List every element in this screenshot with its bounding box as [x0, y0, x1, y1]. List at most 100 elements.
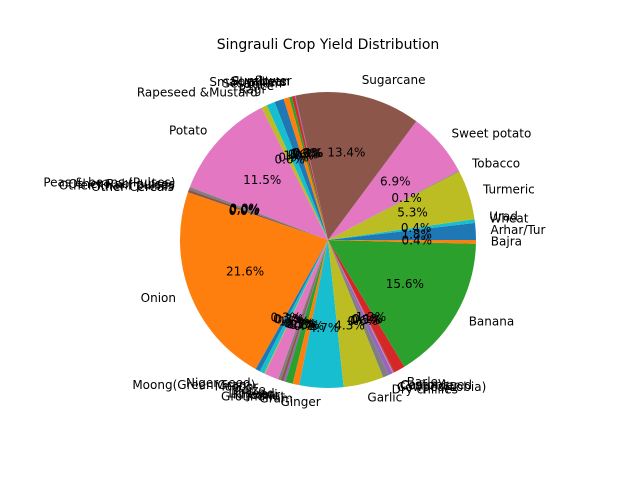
slice-pct-groundnut: 0.8%: [289, 318, 320, 332]
slice-label-other-rabi-pulses: Other Rabi pulses: [68, 177, 175, 191]
slice-label-castor-seed: Castor seed: [401, 378, 472, 392]
pie-slice-rice: [274, 98, 328, 240]
slice-label-garlic: Garlic: [367, 391, 402, 405]
slice-label-rice: Rice: [248, 79, 274, 93]
pie-slice-rapeseed-mustard: [261, 105, 328, 240]
slice-label-sesamum: Sesamum: [223, 76, 283, 90]
slice-pct-rapeseed-mustard: 0.6%: [274, 152, 305, 166]
slice-pct-other-kharif-pulses: 0.0%: [229, 203, 260, 217]
pie-slice-onion: [179, 192, 328, 370]
pie-slice-groundnut: [285, 240, 328, 384]
slice-label-masoor: Masoor: [215, 380, 259, 394]
pie-slice-barley: [328, 240, 405, 373]
pie-slice-linseed: [278, 240, 328, 381]
slice-label-ginger: Ginger: [281, 395, 321, 409]
slice-pct-other-cereals: 0.0%: [229, 204, 260, 218]
slice-label-banana: Banana: [469, 314, 515, 328]
pie-slice-coriander: [328, 240, 394, 374]
pie-slice-moong-green-gram: [259, 240, 328, 374]
pie-slice-sugarcane: [295, 91, 417, 241]
slice-label-gram: Gram: [259, 391, 292, 405]
slice-label-khesari: Khesari: [233, 387, 278, 401]
slice-pct-banana: 15.6%: [386, 277, 424, 291]
slice-pct-sugarcane: 13.4%: [327, 146, 365, 160]
pie-slice-ginger: [299, 240, 344, 389]
pie-slice-soyabean: [291, 95, 328, 240]
slice-label-barley: Barley: [407, 375, 445, 389]
pie-slice-maize: [264, 240, 328, 380]
pie-slice-cowpea-lobia: [328, 240, 393, 376]
slice-label-rapeseed-mustard: Rapeseed &Mustard: [137, 86, 258, 100]
slice-label-arhar-tur: Arhar/Tur: [491, 223, 546, 237]
slice-label-linseed: Linseed: [228, 386, 274, 400]
slice-label-other-kharif-pulses: Other Kharif pulses: [59, 179, 174, 193]
pie-slice-sesamum: [283, 97, 328, 240]
slice-label-wheat: Wheat: [490, 212, 529, 226]
pie-slice-arhar-tur: [328, 222, 476, 240]
slice-label-dry-chillies: Dry chillies: [392, 382, 458, 396]
slice-pct-castor-seed: 0.1%: [352, 312, 383, 326]
slice-pct-coriander: 0.1%: [352, 312, 383, 326]
slice-label-turmeric: Turmeric: [482, 183, 535, 197]
pie-slice-peas-beans-pulses: [188, 187, 328, 240]
slice-pct-small-millets: 0.3%: [290, 147, 321, 161]
slice-pct-potato: 11.5%: [243, 173, 281, 187]
slice-label-jowar: Jowar: [246, 388, 280, 402]
slice-pct-dry-chillies: 0.6%: [347, 314, 378, 328]
pie-slice-ragi: [266, 101, 328, 240]
slice-label-maize: Maize: [231, 383, 266, 397]
slice-label-sugarcane: Sugarcane: [362, 73, 426, 87]
pie-slice-turmeric: [328, 171, 475, 240]
slice-pct-arhar-tur: 1.8%: [401, 227, 432, 241]
slice-pct-turmeric: 5.3%: [397, 205, 428, 219]
pie-slice-masoor: [264, 240, 328, 374]
pie-slice-gram: [292, 240, 328, 386]
pie-slice-khesari: [280, 240, 328, 382]
pie-slice-garlic: [328, 240, 384, 388]
slice-label-moong-green-gram: Moong(Green Gram): [132, 378, 255, 392]
slice-pct-sweet-potato: 6.9%: [380, 175, 411, 189]
slice-pct-khesari: 0.3%: [285, 317, 316, 331]
slice-pct-niger-seed: 0.3%: [271, 311, 302, 325]
chart-title: Singrauli Crop Yield Distribution: [217, 37, 440, 53]
slice-label-groundnut: Groundnut: [221, 390, 285, 404]
pie-slice-jowar: [283, 240, 328, 382]
slice-label-soyabean: Soyabean: [230, 74, 289, 88]
slice-pct-jowar: 0.2%: [287, 317, 318, 331]
slice-pct-bajra: 0.4%: [402, 234, 433, 248]
pie-slice-small-millets: [289, 96, 328, 240]
slice-label-onion: Onion: [141, 291, 176, 305]
pie-slice-sweet-potato: [328, 121, 459, 240]
slice-pct-barley: 1.2%: [356, 310, 387, 324]
slice-pct-sesamum: 0.6%: [288, 147, 319, 161]
slice-label-niger-seed: Niger seed: [186, 376, 251, 390]
slice-pct-wheat: 0.4%: [401, 221, 432, 235]
slice-label-bajra: Bajra: [491, 235, 522, 249]
slice-pct-moong-green-gram: 0.3%: [273, 312, 304, 326]
pie-slice-sunflower: [294, 95, 328, 241]
slice-pct-soyabean: 0.3%: [292, 146, 323, 160]
slice-pct-tobacco: 0.1%: [391, 191, 422, 205]
slice-pct-peas-beans-pulses: 0.0%: [230, 202, 261, 216]
slice-label-potato: Potato: [169, 123, 207, 137]
slice-pct-onion: 21.6%: [226, 264, 264, 278]
slice-pct-gram: 0.7%: [294, 319, 325, 333]
slice-pct-sunflower: 0.1%: [293, 146, 324, 160]
slice-pct-rice: 1.0%: [283, 149, 314, 163]
slice-pct-linseed: 0.3%: [284, 316, 315, 330]
pie-slice-castor-seed: [328, 240, 395, 373]
pie-slice-potato: [189, 107, 328, 241]
slice-pct-masoor: 0.1%: [275, 313, 306, 327]
slice-pct-maize: 1.5%: [279, 315, 310, 329]
pie-slice-tobacco: [328, 170, 460, 240]
slice-label-sunflower: Sunflower: [232, 74, 292, 88]
slice-label-peas-beans-pulses: Peas & beans (Pulses): [43, 176, 175, 190]
pie-slice-banana: [328, 240, 476, 367]
pie-slice-other-kharif-pulses: [187, 189, 328, 240]
slice-label-urad: Urad: [489, 210, 518, 224]
slice-label-coriander: Coriander: [400, 379, 459, 393]
slice-pct-cowpea-lobia: 0.5%: [350, 313, 381, 327]
pie-slice-dry-chillies: [328, 240, 389, 378]
